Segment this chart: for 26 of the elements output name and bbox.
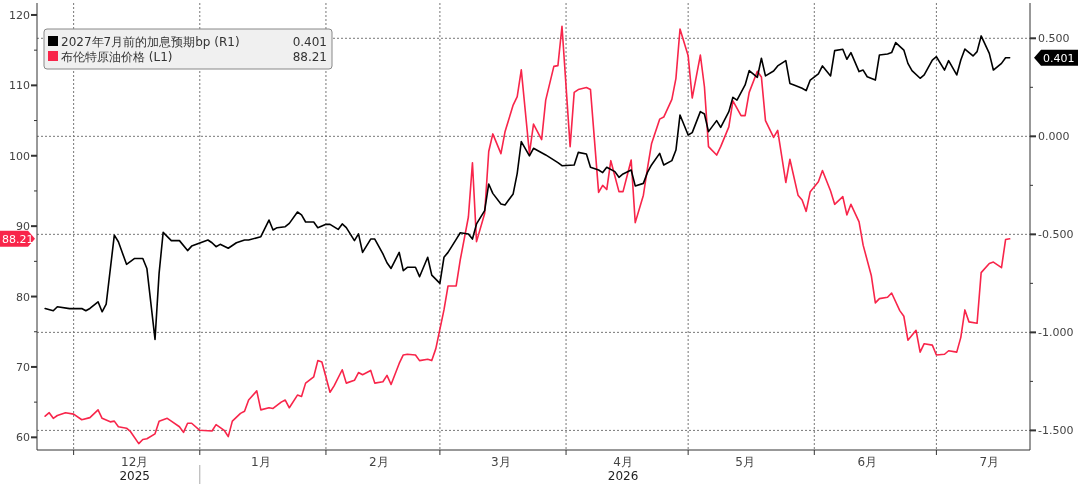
x-tick-label: 12月 2025 [119, 455, 150, 483]
annotation: 88.21 [292, 50, 327, 64]
legend-label: 2027年7月前的加息预期bp (R1) [61, 35, 240, 49]
x-tick-label: 6月 [857, 455, 878, 469]
x-tick-label: 4月 2026 [607, 455, 639, 483]
y2-tick-label: 0.000 [1038, 130, 1070, 144]
y2-tick-label: 0.500 [1038, 32, 1070, 46]
y-tick-label: 110 [9, 79, 30, 93]
x-tick-label: 1月 [251, 455, 271, 469]
y-tick-label: 120 [9, 8, 30, 22]
y-tick-label: 100 [9, 149, 30, 163]
legend-label: 布伦特原油价格 (L1) [61, 50, 173, 64]
y-tick-label: 90 [16, 220, 30, 234]
y-tick-label: 70 [16, 360, 30, 374]
text: 88.21 [2, 232, 34, 246]
y-tick-label: 80 [16, 290, 30, 304]
y2-tick-label: -1.000 [1038, 326, 1074, 340]
y2-tick-label: -0.500 [1038, 228, 1074, 242]
x-tick-label: 2月 [369, 455, 389, 469]
x-tick-label: 3月 [491, 455, 511, 469]
x-tick-label: 7月 [979, 455, 1000, 469]
annotation: 0.401 [292, 35, 327, 49]
x-tick-label: 5月 [735, 455, 755, 469]
y2-tick-label: -1.500 [1038, 424, 1074, 438]
text: 0.401 [1043, 51, 1075, 65]
y-tick-label: 60 [16, 431, 30, 445]
